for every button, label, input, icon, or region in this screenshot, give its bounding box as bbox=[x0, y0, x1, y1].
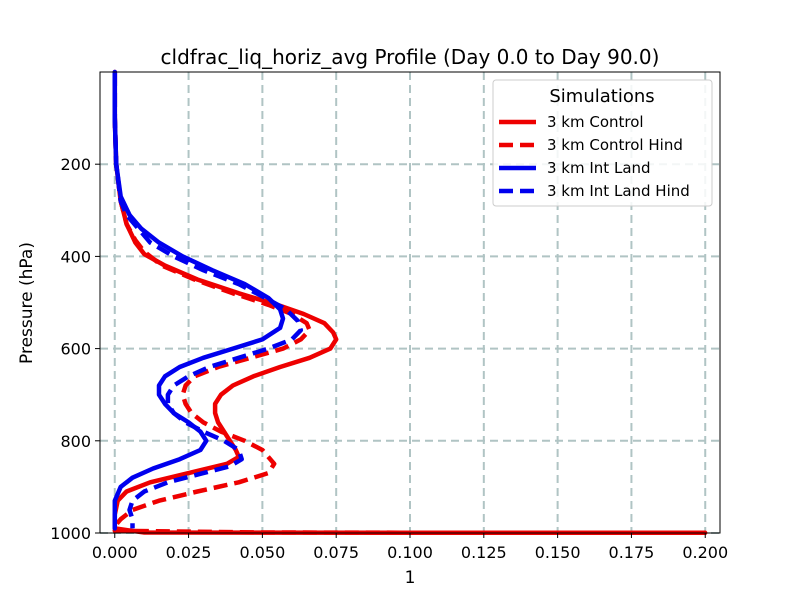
x-tick-label: 0.100 bbox=[387, 543, 433, 562]
series-line-3-km-int-land bbox=[112, 69, 286, 531]
legend-label: 3 km Int Land Hind bbox=[547, 182, 690, 200]
series-line-3-km-control-hind bbox=[112, 72, 691, 536]
chart-title: cldfrac_liq_horiz_avg Profile (Day 0.0 t… bbox=[161, 45, 660, 69]
legend-label: 3 km Control Hind bbox=[547, 136, 683, 154]
x-tick-label: 0.075 bbox=[313, 543, 359, 562]
axis-ticks: 0.000 0.025 0.050 0.075 0.100 0.125 0.150 0.175… bbox=[50, 155, 728, 562]
legend-label: 3 km Control bbox=[547, 113, 644, 131]
legend-label: 3 km Int Land bbox=[547, 159, 651, 177]
x-tick-label: 0.150 bbox=[535, 543, 581, 562]
x-tick-label: 0.175 bbox=[609, 543, 655, 562]
x-tick-label: 0.200 bbox=[682, 543, 728, 562]
legend-entries: 3 km Control 3 km Control Hind 3 km Int La… bbox=[499, 113, 690, 200]
legend: Simulations 3 km Control 3 km Control Hin… bbox=[492, 79, 713, 207]
series-line-3-km-int-land-hind bbox=[112, 72, 304, 529]
x-axis-label: 1 bbox=[405, 568, 416, 588]
series-layer bbox=[112, 69, 708, 536]
y-tick-label: 600 bbox=[60, 340, 91, 359]
x-tick-label: 0.050 bbox=[239, 543, 285, 562]
y-tick-label: 800 bbox=[60, 432, 91, 451]
y-axis-label: Pressure (hPa) bbox=[17, 242, 37, 364]
x-tick-label: 0.000 bbox=[92, 543, 138, 562]
x-tick-label: 0.125 bbox=[461, 543, 507, 562]
y-tick-label: 400 bbox=[60, 247, 91, 266]
legend-title: Simulations bbox=[549, 86, 654, 107]
x-tick-label: 0.025 bbox=[166, 543, 212, 562]
y-tick-label: 200 bbox=[60, 155, 91, 174]
legend-box bbox=[492, 79, 713, 207]
y-tick-label: 1000 bbox=[50, 524, 91, 543]
